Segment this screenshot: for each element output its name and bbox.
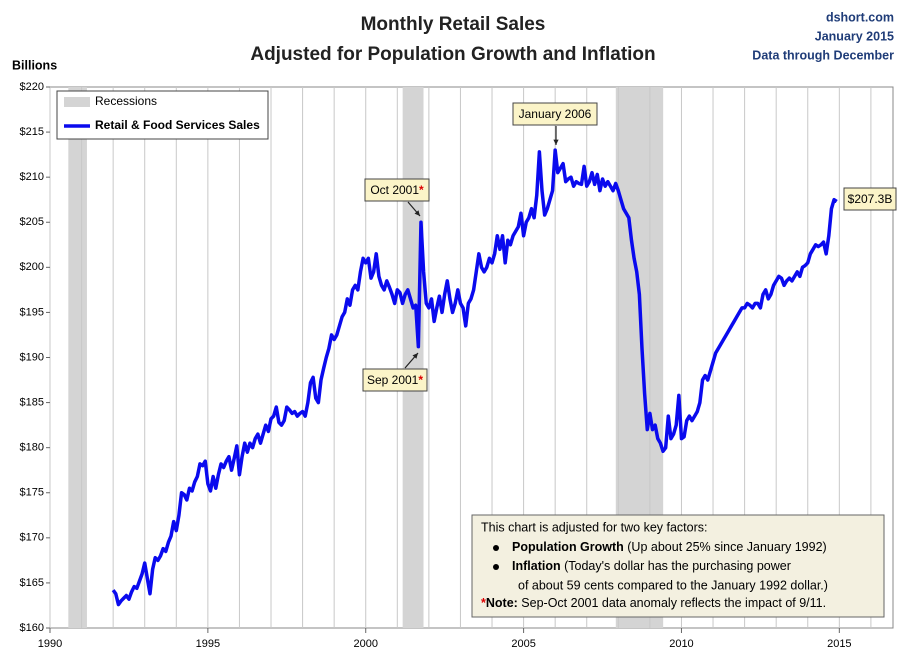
annotation: $207.3B [843,187,897,211]
x-tick-label: 1995 [196,638,220,650]
chart-title: Monthly Retail Sales [361,14,546,35]
note-intro: This chart is adjusted for two key facto… [481,520,707,534]
source: dshort.com [826,10,894,24]
bullet [493,564,499,570]
note-text: * [481,596,486,610]
source: January 2015 [815,29,894,43]
annotation-mark: * [418,373,423,387]
note-text: of about 59 cents compared to the Januar… [518,578,828,592]
recession-band [68,87,87,628]
annotation: January 2006 [512,102,598,126]
legend-swatch [64,97,90,107]
note-text: Note: [486,596,518,610]
legend-label: Retail & Food Services Sales [95,118,260,132]
legend-box [56,90,269,140]
annotation-arrowhead [414,210,420,216]
note-text: Inflation [512,559,561,573]
y-axis-label: Billions [12,58,57,72]
y-tick-label: $185 [20,396,44,408]
note-text: Population Growth [512,540,624,554]
note-line: Inflation (Today's dollar has the purcha… [512,559,791,573]
note-text: Sep-Oct 2001 data anomaly reflects the i… [518,596,826,610]
source: Data through December [752,48,894,62]
annotation-arrowhead [553,139,559,145]
bullet [493,545,499,551]
annotation-arrowhead [412,353,418,359]
annotation-text: January 2006 [519,107,592,121]
recession-band [402,87,424,628]
note-text: (Today's dollar has the purchasing power [561,559,791,573]
y-tick-label: $175 [20,487,44,499]
x-tick-label: 2000 [353,638,377,650]
annotation-box [512,102,598,126]
y-tick-label: $165 [20,577,44,589]
x-tick-label: 2010 [669,638,693,650]
note-frame [471,514,885,618]
annotation-text: Oct 2001* [370,183,424,197]
line [111,148,838,607]
annotation-label: Sep 2001 [367,373,419,387]
plot-foreground [111,148,838,607]
y-tick-label: $205 [20,216,44,228]
x-tick-label: 2005 [511,638,535,650]
x-tick-label: 2015 [827,638,851,650]
annotation-text: $207.3B [848,192,893,206]
note-line: Population Growth (Up about 25% since Ja… [512,540,827,554]
annotation-label: January 2006 [519,107,592,121]
y-tick-label: $215 [20,126,44,138]
y-tick-label: $170 [20,532,44,544]
note-text: (Up about 25% since January 1992) [624,540,827,554]
annotation-box [362,368,428,392]
annotation-mark: * [419,183,424,197]
annotation-box [364,178,430,202]
annotation: Oct 2001* [364,178,430,202]
y-tick-label: $190 [20,351,44,363]
annotation-label: Oct 2001 [370,183,419,197]
y-tick-label: $200 [20,261,44,273]
legend-label: Recessions [95,94,157,108]
y-tick-label: $160 [20,622,44,634]
y-tick-label: $180 [20,442,44,454]
y-tick-label: $220 [20,81,44,93]
chart-subtitle: Adjusted for Population Growth and Infla… [250,44,655,65]
y-tick-label: $195 [20,306,44,318]
x-tick-label: 1990 [38,638,62,650]
annotation: Sep 2001* [362,368,428,392]
annotation-label: $207.3B [848,192,893,206]
annotation-text: Sep 2001* [367,373,423,387]
legend: Recessions Retail & Food Services Sales [56,90,269,140]
note-box: This chart is adjusted for two key facto… [471,514,885,618]
y-tick-label: $210 [20,171,44,183]
note-line: *Note: Sep-Oct 2001 data anomaly reflect… [481,596,826,610]
annotation-box [843,187,897,211]
